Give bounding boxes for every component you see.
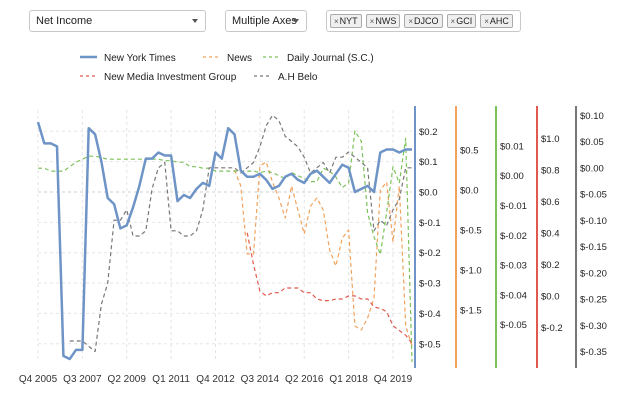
y-tick-label: $-0.15: [580, 242, 607, 253]
series-line-news: [233, 161, 413, 347]
x-tick-label: Q2 2016: [285, 374, 324, 385]
y-tick-label: $0.10: [580, 111, 604, 122]
y-tick-label: $-0.20: [580, 268, 607, 279]
y-tick-label: $-0.10: [580, 216, 607, 227]
legend-entry: A.H Belo: [278, 72, 318, 83]
ticker-chip-label: NYT: [339, 16, 358, 26]
ticker-chip-nws[interactable]: × NWS: [365, 14, 401, 28]
y-tick-label: $0.00: [580, 163, 604, 174]
legend-entry: New York Times: [104, 53, 176, 64]
ticker-chip-label: DJCO: [414, 16, 439, 26]
series-line-new-media-investment-group: [246, 232, 413, 344]
y-tick-label: $0.0: [541, 291, 560, 302]
y-tick-label: $-0.03: [500, 261, 527, 272]
y-tick-label: $-0.5: [460, 226, 482, 237]
remove-icon[interactable]: ×: [369, 16, 375, 26]
metric-select-value: Net Income: [36, 15, 93, 27]
x-tick-label: Q1 2018: [329, 374, 368, 385]
ticker-chip-label: AHC: [489, 16, 509, 26]
remove-icon[interactable]: ×: [334, 16, 339, 26]
chevron-down-icon: [293, 19, 299, 23]
legend-entry: New Media Investment Group: [104, 72, 237, 83]
ticker-chip-djco[interactable]: × DJCO: [404, 14, 443, 28]
y-tick-label: $1.0: [541, 134, 560, 145]
y-tick-label: $0.0: [460, 186, 479, 197]
x-tick-label: Q3 2007: [63, 374, 102, 385]
y-tick-label: $-0.05: [580, 190, 607, 201]
axes-mode-select-value: Multiple Axes: [232, 15, 297, 27]
y-tick-label: $-0.1: [419, 218, 441, 229]
remove-icon[interactable]: ×: [450, 16, 456, 26]
y-tick-label: $-0.2: [541, 323, 563, 334]
y-tick-label: $0.0: [419, 187, 438, 198]
x-tick-label: Q4 2005: [19, 374, 58, 385]
remove-icon[interactable]: ×: [408, 16, 414, 26]
ticker-chip-ahc[interactable]: × AHC: [480, 14, 513, 28]
y-tick-label: $0.1: [419, 157, 438, 168]
chevron-down-icon: [192, 19, 198, 23]
remove-icon[interactable]: ×: [484, 16, 489, 26]
legend-entry: News: [227, 53, 252, 64]
y-tick-label: $0.2: [541, 260, 560, 271]
x-tick-label: Q2 2009: [108, 374, 147, 385]
y-tick-label: $-0.02: [500, 231, 527, 242]
ticker-multiselect[interactable]: × NYT × NWS × DJCO × GCI × AHC: [326, 10, 521, 32]
ticker-chip-label: NWS: [375, 16, 397, 26]
y-tick-label: $-0.05: [500, 320, 527, 331]
y-tick-label: $-1.5: [460, 306, 482, 317]
x-tick-label: Q4 2012: [196, 374, 235, 385]
legend-entry: Daily Journal (S.C.): [287, 53, 374, 64]
series-line-daily-journal-s-c-: [38, 130, 413, 363]
y-tick-label: $0.05: [580, 137, 604, 148]
ticker-chip-gci[interactable]: × GCI: [446, 14, 477, 28]
ticker-chip-label: GCI: [456, 16, 473, 26]
x-tick-label: Q4 2019: [374, 374, 413, 385]
y-tick-label: $-0.04: [500, 290, 527, 301]
series-line-new-york-times: [36, 121, 412, 361]
y-tick-label: $-0.25: [580, 295, 607, 306]
y-tick-label: $-0.3: [419, 279, 441, 290]
y-tick-label: $0.00: [500, 171, 524, 182]
y-tick-label: $-0.30: [580, 321, 607, 332]
x-tick-label: Q3 2014: [241, 374, 280, 385]
y-tick-label: $-0.35: [580, 347, 607, 358]
y-tick-label: $-0.5: [419, 339, 441, 350]
ticker-chip-nyt[interactable]: × NYT: [330, 14, 362, 28]
y-tick-label: $0.01: [500, 141, 524, 152]
y-tick-label: $-0.2: [419, 248, 441, 259]
y-tick-label: $-0.4: [419, 309, 441, 320]
x-tick-label: Q1 2011: [152, 374, 190, 385]
y-tick-label: $0.5: [460, 146, 479, 157]
y-tick-label: $0.4: [541, 228, 560, 239]
metric-select[interactable]: Net Income: [29, 10, 206, 32]
series-line-a-h-belo: [69, 114, 412, 353]
axes-mode-select[interactable]: Multiple Axes: [225, 10, 307, 32]
y-tick-label: $0.6: [541, 197, 560, 208]
y-tick-label: $-1.0: [460, 266, 482, 277]
y-tick-label: $-0.01: [500, 201, 527, 212]
y-tick-label: $0.8: [541, 165, 560, 176]
y-tick-label: $0.2: [419, 127, 438, 138]
